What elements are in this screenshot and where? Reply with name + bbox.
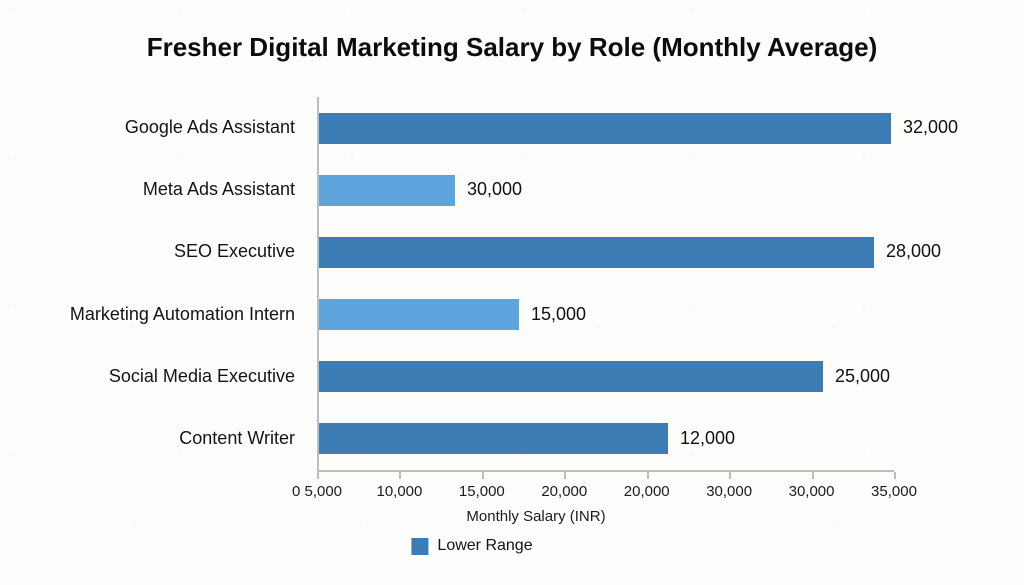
x-axis-line [317,470,894,472]
value-label: 28,000 [886,241,942,262]
category-label: Social Media Executive [108,365,295,386]
tick-mark [564,472,567,479]
x-axis-title: Monthly Salary (INR) [466,508,606,525]
tick-mark [646,472,649,479]
tick-label: 30,000 [706,483,753,500]
tick-mark [317,472,319,479]
tick-mark [481,472,484,479]
bar [319,174,455,206]
value-label: 25,000 [835,365,891,386]
bar [319,112,891,144]
chart-title: Fresher Digital Marketing Salary by Role… [146,32,878,62]
value-label: 12,000 [680,427,736,448]
legend-color-swatch [411,537,429,555]
bar [319,299,519,331]
value-label: 30,000 [467,179,523,200]
tick-label: 30,000 [788,483,835,500]
legend: Lower Range [411,537,533,555]
y-axis-line [317,97,319,471]
tick-mark [729,472,732,479]
bar [319,236,874,268]
category-label: Marketing Automation Intern [69,303,295,324]
category-label: Google Ads Assistant [124,117,295,138]
tick-mark [811,472,814,479]
tick-label: 15,000 [458,483,505,500]
tick-mark [894,472,896,479]
tick-label: 35,000 [871,483,917,500]
tick-label: 20,000 [541,483,588,500]
tick-label: 10,000 [376,483,423,500]
bar [319,423,668,455]
category-label: SEO Executive [173,241,295,262]
bar [319,361,823,393]
value-label: 32,000 [903,117,959,138]
value-label: 15,000 [531,303,587,324]
tick-label: 0 5,000 [291,483,343,500]
tick-label: 20,000 [623,483,670,500]
category-label: Content Writer [179,427,295,448]
tick-mark [399,472,402,479]
legend-item-label: Lower Range [437,537,533,554]
category-label: Meta Ads Assistant [142,179,295,200]
